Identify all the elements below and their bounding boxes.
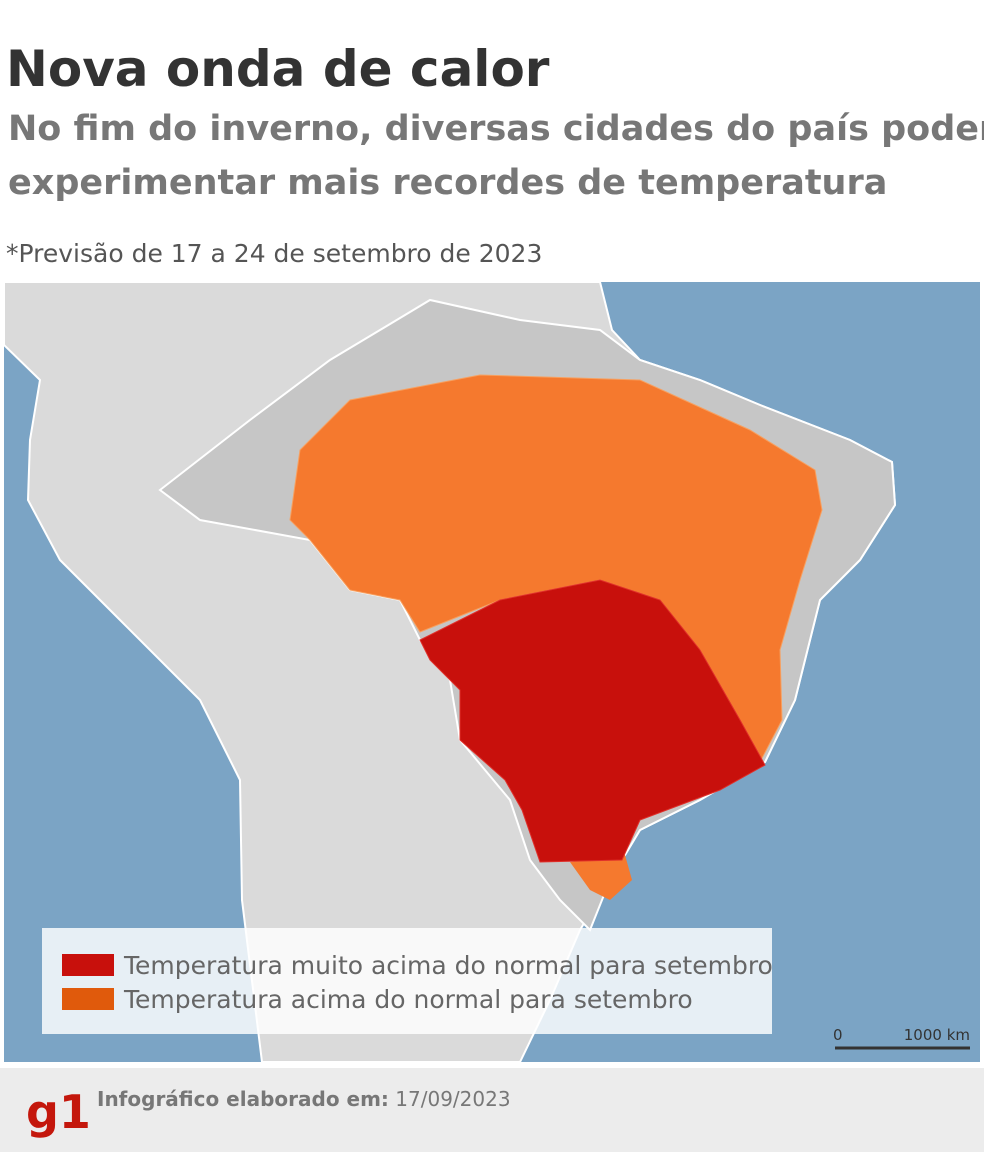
credit-label: Infográfico elaborado em: xyxy=(97,1087,389,1111)
map: Temperatura muito acima do normal para s… xyxy=(3,281,980,1063)
credit: Infográfico elaborado em: 17/09/2023 xyxy=(97,1087,511,1111)
subtitle: No fim do inverno, diversas cidades do p… xyxy=(8,109,984,149)
legend: Temperatura muito acima do normal para s… xyxy=(62,951,773,1014)
credit-date: 17/09/2023 xyxy=(395,1087,510,1111)
note: *Previsão de 17 a 24 de setembro de 2023 xyxy=(6,239,542,268)
legend-label: Temperatura muito acima do normal para s… xyxy=(123,951,773,980)
subtitle: experimentar mais recordes de temperatur… xyxy=(8,163,887,203)
region-above-normal xyxy=(570,855,632,900)
footer xyxy=(0,1068,984,1152)
logo: g1 xyxy=(26,1085,91,1139)
legend-swatch xyxy=(62,988,114,1010)
legend-label: Temperatura acima do normal para setembr… xyxy=(123,985,693,1014)
region-above-normal xyxy=(289,374,823,764)
scale-label: 1000 km xyxy=(904,1026,970,1044)
title: Nova onda de calor xyxy=(6,40,550,98)
region-well-above-normal xyxy=(419,579,766,863)
scale-label: 0 xyxy=(833,1026,843,1044)
legend-swatch xyxy=(62,954,114,976)
legend-box xyxy=(42,928,772,1034)
